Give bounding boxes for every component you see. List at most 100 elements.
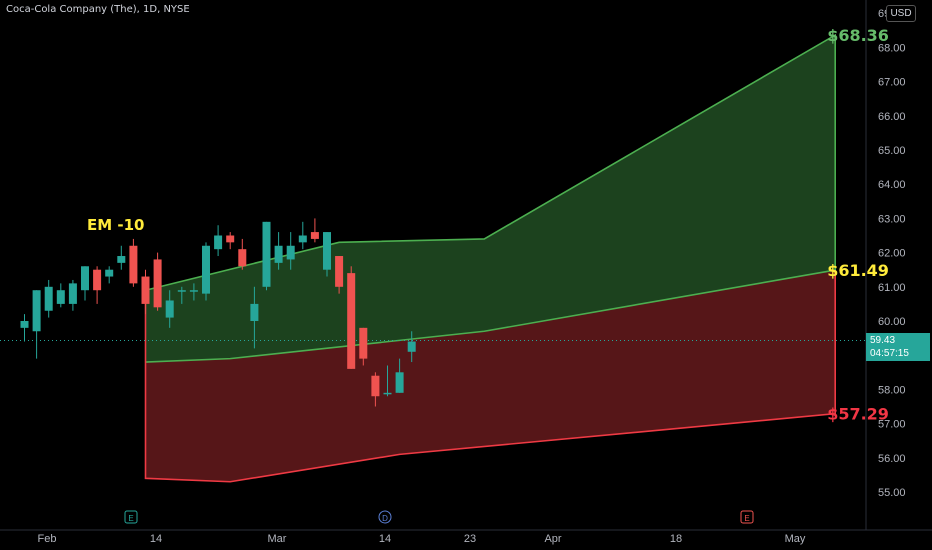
candle: [44, 279, 53, 318]
candles-layer: [20, 218, 416, 407]
candle: [81, 266, 89, 301]
candle-body: [93, 269, 102, 291]
price-tick-label: 56.00: [878, 453, 906, 465]
candle-body: [407, 341, 416, 352]
candle-body: [177, 290, 186, 292]
candle-body: [32, 290, 41, 332]
candle: [32, 290, 41, 359]
candle: [371, 372, 380, 407]
em-label: EM -10: [87, 216, 145, 234]
price-tick-label: 67.00: [878, 77, 906, 89]
candle-body: [286, 245, 295, 260]
price-tick-label: 61.00: [878, 282, 906, 294]
candle: [383, 365, 392, 397]
candle: [93, 266, 102, 304]
candle-body: [153, 259, 162, 308]
candle-body: [347, 273, 356, 369]
price-tick-label: 60.00: [878, 316, 906, 328]
candle-body: [129, 245, 138, 284]
candle-body: [335, 256, 344, 287]
time-tick-label: Mar: [268, 533, 287, 545]
level-label: $61.49: [827, 261, 889, 280]
upper-range-fill: [145, 35, 836, 363]
candle: [250, 286, 259, 349]
price-tick-label: 64.00: [878, 179, 906, 191]
price-tick-label: 63.00: [878, 213, 906, 225]
candle-body: [395, 372, 404, 393]
currency-badge[interactable]: USD: [886, 5, 916, 22]
candle-body: [81, 266, 89, 291]
time-tick-label: 14: [379, 533, 391, 545]
dividend-marker[interactable]: D: [378, 510, 392, 524]
time-tick-label: 18: [670, 533, 682, 545]
last-price-tag: 59.43 04:57:15: [866, 333, 930, 361]
time-tick-label: 14: [150, 533, 162, 545]
candle: [20, 314, 29, 342]
candle-body: [214, 235, 223, 250]
level-label: $57.29: [827, 405, 889, 424]
candle: [310, 218, 319, 243]
candle: [214, 225, 223, 257]
time-tick-label: Apr: [544, 533, 561, 545]
candle-body: [189, 290, 198, 292]
event-marker-label: E: [744, 514, 749, 523]
candle-body: [165, 300, 174, 318]
candle-body: [359, 327, 368, 359]
candle-body: [141, 276, 150, 304]
candle: [262, 221, 271, 291]
dividend-marker-shape: [378, 510, 392, 524]
candle: [105, 266, 114, 284]
event-marker-label: D: [382, 514, 388, 523]
lower-band-line: [144, 270, 837, 483]
candle: [238, 238, 247, 270]
candle: [274, 232, 283, 270]
candle: [153, 252, 162, 311]
candle-body: [262, 221, 271, 287]
candle: [56, 283, 65, 308]
candle-body: [117, 256, 126, 263]
candle: [323, 232, 331, 277]
candle: [407, 331, 416, 363]
price-tick-label: 68.00: [878, 42, 906, 54]
time-tick-label: Feb: [38, 533, 57, 545]
level-labels: $68.36 $61.49 $57.29 EM -10: [87, 26, 889, 424]
price-tick-label: 57.00: [878, 419, 906, 431]
price-tick-label: 62.00: [878, 248, 906, 260]
time-tick-label: 23: [464, 533, 476, 545]
candle-body: [250, 303, 259, 321]
earnings-marker[interactable]: E: [740, 510, 754, 524]
candle-body: [20, 321, 29, 328]
time-tick-label: May: [785, 533, 806, 545]
candle-body: [68, 283, 77, 304]
candle: [298, 221, 307, 250]
candle-body: [383, 392, 392, 395]
expected-move-bands: [144, 33, 837, 483]
candle-body: [56, 290, 65, 304]
candle: [359, 327, 368, 366]
price-tick-label: 58.00: [878, 384, 906, 396]
middle-band-line: [145, 269, 836, 363]
candle: [117, 245, 126, 270]
lower-range-fill: [145, 270, 836, 482]
candle-body: [226, 235, 235, 243]
price-tick-label: 66.00: [878, 111, 906, 123]
candle: [286, 232, 295, 270]
candle-body: [310, 232, 319, 239]
earnings-marker-shape: [124, 510, 138, 524]
candle: [189, 283, 198, 301]
candle: [226, 232, 235, 250]
earnings-marker-shape: [740, 510, 754, 524]
earnings-marker[interactable]: E: [124, 510, 138, 524]
candle-body: [44, 286, 53, 311]
candle: [202, 242, 210, 301]
time-axis[interactable]: Feb 14 Mar 14 23 Apr 18 May: [0, 529, 932, 545]
candle: [335, 256, 344, 294]
event-marker-label: E: [128, 514, 133, 523]
candle-body: [298, 235, 307, 243]
candle-body: [274, 245, 283, 263]
candle: [141, 269, 150, 315]
symbol-title: Coca-Cola Company (The), 1D, NYSE: [6, 4, 190, 15]
price-tick-label: 65.00: [878, 145, 906, 157]
